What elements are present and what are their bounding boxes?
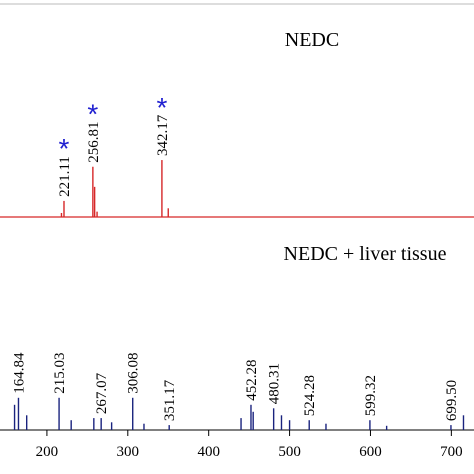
panel-title: NEDC + liver tissue xyxy=(284,243,447,265)
peak-label: 480.31 xyxy=(267,363,283,404)
x-tick-label: 400 xyxy=(197,444,220,460)
peak-label: 215.03 xyxy=(52,353,68,394)
x-tick-label: 600 xyxy=(359,444,382,460)
peak-label: 524.28 xyxy=(302,375,318,416)
x-tick-label: 700 xyxy=(440,444,463,460)
peak-label: 306.08 xyxy=(126,353,142,394)
x-tick-label: 300 xyxy=(117,444,140,460)
x-tick-label: 500 xyxy=(278,444,301,460)
peak-label: 452.28 xyxy=(244,360,260,401)
peak-label: 351.17 xyxy=(162,379,178,421)
panel-title: NEDC xyxy=(285,29,339,51)
peak-label: 221.11 xyxy=(57,156,73,197)
peak-marker: * xyxy=(156,92,167,123)
peak-label: 599.32 xyxy=(363,375,379,416)
peak-marker: * xyxy=(59,133,70,164)
peak-label: 699.50 xyxy=(444,380,460,421)
peak-label: 164.84 xyxy=(11,352,27,394)
peak-marker: * xyxy=(87,99,98,130)
x-tick-label: 200 xyxy=(36,444,59,460)
peak-label: 342.17 xyxy=(155,114,171,156)
peak-label: 256.81 xyxy=(86,122,102,163)
peak-label: 267.07 xyxy=(94,372,110,414)
